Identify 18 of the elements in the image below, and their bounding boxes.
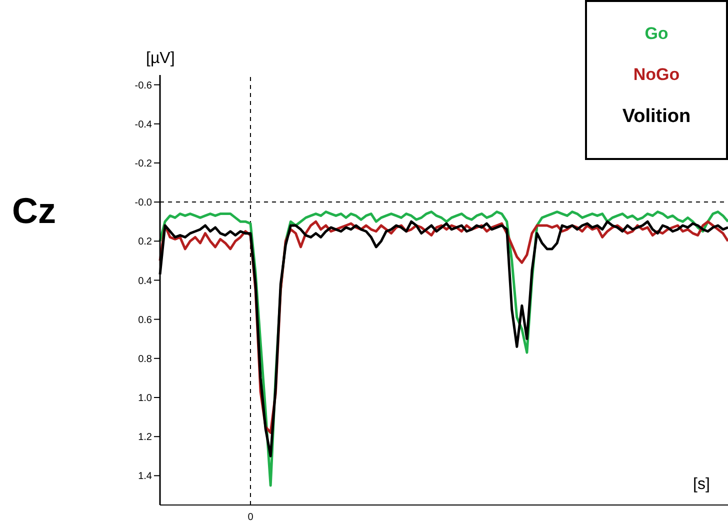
x-axis-title: [s] — [693, 476, 710, 494]
y-tick-label: -0.4 — [134, 119, 152, 130]
y-axis-title: [µV] — [146, 50, 175, 68]
text: Go — [644, 24, 668, 44]
x-tick-label: 0 — [248, 512, 254, 524]
y-tick-label: -0.6 — [134, 80, 152, 92]
y-tick-label: 0.2 — [138, 236, 152, 248]
text: Cz — [12, 190, 56, 232]
y-tick-label: 0.4 — [138, 276, 152, 287]
text: NoGo — [633, 64, 680, 85]
y-tick-label: 1.2 — [138, 432, 152, 444]
y-tick-label: 0.6 — [138, 314, 152, 326]
y-tick-label: 0.8 — [138, 354, 152, 365]
y-tick-label: -0.0 — [134, 198, 152, 209]
text: Volition — [622, 106, 691, 128]
y-tick-label: 1.4 — [138, 471, 152, 482]
y-tick-label: -0.2 — [134, 158, 152, 170]
y-tick-label: 1.0 — [138, 393, 152, 404]
